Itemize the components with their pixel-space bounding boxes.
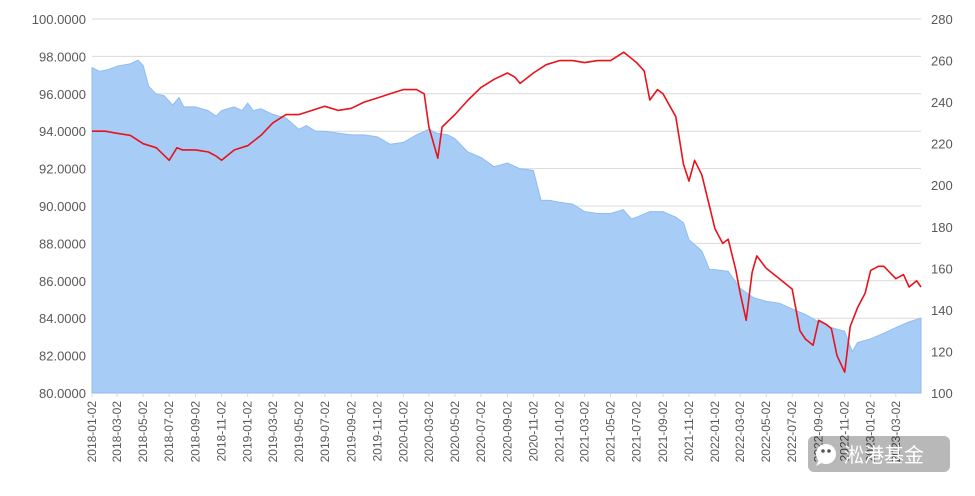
right-tick-label: 100 xyxy=(931,386,953,401)
area-series xyxy=(91,59,922,394)
line-series-path xyxy=(92,51,922,373)
right-tick-label: 220 xyxy=(931,137,953,152)
left-tick-label: 90.0000 xyxy=(39,199,86,214)
x-tick-label: 2021-01-02 xyxy=(552,401,566,463)
watermark: 淞港基金 xyxy=(808,436,950,472)
x-tick-label: 2018-05-02 xyxy=(136,401,150,463)
x-tick-label: 2023-03-02 xyxy=(889,401,903,463)
x-tick-label: 2021-09-02 xyxy=(656,401,670,463)
left-tick-label: 98.0000 xyxy=(39,49,86,64)
x-tick-label: 2018-09-02 xyxy=(189,401,203,463)
left-tick-label: 84.0000 xyxy=(39,311,86,326)
x-tick-label: 2020-03-02 xyxy=(422,401,436,463)
x-tick-label: 2018-11-02 xyxy=(215,401,229,462)
wechat-logo-icon xyxy=(816,444,836,466)
x-tick-label: 2023-01-02 xyxy=(864,401,878,463)
watermark-text: 淞港基金 xyxy=(844,443,924,467)
x-tick-label: 2022-05-02 xyxy=(759,401,773,463)
x-tick-label: 2022-07-02 xyxy=(785,401,799,463)
left-tick-label: 88.0000 xyxy=(39,236,86,251)
right-tick-label: 180 xyxy=(931,220,953,235)
right-tick-label: 140 xyxy=(931,303,953,318)
x-tick-label: 2019-01-02 xyxy=(241,401,255,463)
left-tick-label: 96.0000 xyxy=(39,87,86,102)
x-tick-label: 2021-05-02 xyxy=(604,401,618,463)
left-axis-tick-labels: 100.0000 98.0000 96.0000 94.0000 92.0000 90.0… xyxy=(32,12,86,401)
right-tick-label: 160 xyxy=(931,261,953,276)
right-tick-label: 260 xyxy=(931,54,953,69)
x-tick-label: 2021-07-02 xyxy=(630,401,644,463)
left-tick-label: 94.0000 xyxy=(39,124,86,139)
left-tick-label: 92.0000 xyxy=(39,162,86,177)
x-tick-label: 2019-07-02 xyxy=(318,401,332,463)
x-tick-label: 2022-11-02 xyxy=(838,401,852,462)
x-tick-label: 2018-03-02 xyxy=(110,401,124,463)
right-tick-label: 240 xyxy=(931,95,953,110)
right-axis-tick-labels: 280 260 240 220 200 180 160 140 120 100 xyxy=(931,12,953,401)
x-tick-label: 2019-11-02 xyxy=(370,401,384,462)
watermark-backdrop xyxy=(808,436,950,472)
x-tick-label: 2021-03-02 xyxy=(578,401,592,463)
x-tick-label: 2018-01-02 xyxy=(85,401,99,463)
area-series-fill xyxy=(91,59,922,394)
x-tick-label: 2020-11-02 xyxy=(526,401,540,462)
x-tick-label: 2018-07-02 xyxy=(162,401,176,463)
x-tick-label: 2020-05-02 xyxy=(448,401,462,463)
left-tick-label: 86.0000 xyxy=(39,274,86,289)
right-tick-label: 200 xyxy=(931,178,953,193)
x-tick-label: 2020-01-02 xyxy=(396,401,410,463)
x-tick-label: 2021-11-02 xyxy=(682,401,696,462)
x-tick-label: 2019-05-02 xyxy=(292,401,306,463)
left-tick-label: 100.0000 xyxy=(32,12,86,27)
left-tick-label: 80.0000 xyxy=(39,386,86,401)
x-axis-tick-labels: 2018-01-02 2018-03-02 2018-05-02 2018-07-02… xyxy=(85,393,903,462)
left-tick-label: 82.0000 xyxy=(39,349,86,364)
right-tick-label: 120 xyxy=(931,344,953,359)
x-tick-label: 2020-07-02 xyxy=(474,401,488,463)
x-tick-label: 2019-03-02 xyxy=(266,401,280,463)
x-tick-label: 2022-01-02 xyxy=(708,401,722,463)
right-tick-label: 280 xyxy=(931,12,953,27)
x-tick-label: 2020-09-02 xyxy=(500,401,514,463)
line-series xyxy=(92,51,922,373)
x-tick-label: 2019-09-02 xyxy=(344,401,358,463)
x-tick-label: 2022-03-02 xyxy=(733,401,747,463)
